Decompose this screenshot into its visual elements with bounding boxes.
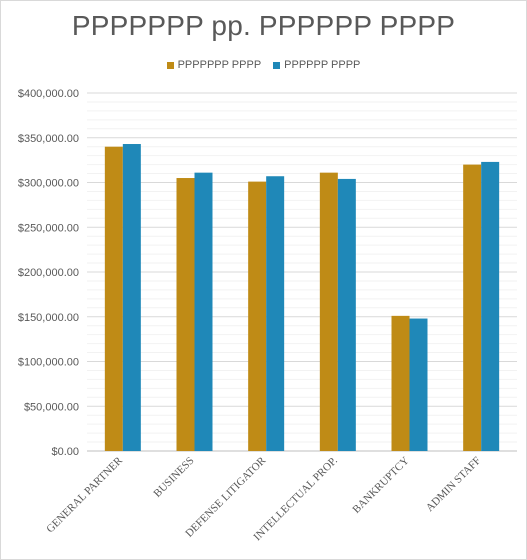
x-tick-label: BANKRUPTCY <box>350 455 411 516</box>
y-tick-label: $350,000.00 <box>18 133 79 145</box>
legend-swatch-series-1 <box>166 61 174 69</box>
y-tick-label: $150,000.00 <box>18 312 79 324</box>
x-tick-label: INTELLECTUAL PROP. <box>251 454 340 543</box>
bar <box>481 161 500 452</box>
bar <box>337 178 356 452</box>
x-tick-label: GENERAL PARTNER <box>44 454 125 535</box>
y-tick-label: $200,000.00 <box>18 267 79 279</box>
legend-swatch-series-2 <box>273 61 281 69</box>
bar <box>104 146 123 451</box>
y-tick-label: $400,000.00 <box>18 88 79 100</box>
bar <box>391 315 410 451</box>
bar <box>176 178 195 451</box>
y-tick-label: $250,000.00 <box>18 222 79 234</box>
chart-title: PPPPPPP pp. PPPPPP PPPP <box>71 10 456 41</box>
bar <box>122 144 141 451</box>
y-tick-label: $50,000.00 <box>24 401 79 413</box>
y-tick-label: $300,000.00 <box>18 178 79 190</box>
x-tick-label: BUSINESS <box>151 455 196 500</box>
bar <box>248 181 267 452</box>
y-tick-label: $100,000.00 <box>18 357 79 369</box>
x-tick-label: ADMIN STAFF <box>424 455 484 515</box>
legend-item-series-2: PPPPPP PPPP <box>273 59 360 71</box>
legend-item-series-1: PPPPPPP PPPP <box>166 59 262 71</box>
bar <box>194 172 213 451</box>
x-tick-label: DEFENSE LITIGATOR <box>183 454 269 540</box>
bar <box>266 176 285 452</box>
legend-label-series-1: PPPPPPP PPPP <box>177 59 262 71</box>
bar <box>319 172 338 451</box>
legend-label-series-2: PPPPPP PPPP <box>284 59 361 71</box>
chart-legend: PPPPPPP PPPP PPPPPP PPPP <box>0 59 527 71</box>
bar <box>463 164 482 451</box>
bar <box>409 318 428 451</box>
y-tick-label: $0.00 <box>51 446 79 458</box>
